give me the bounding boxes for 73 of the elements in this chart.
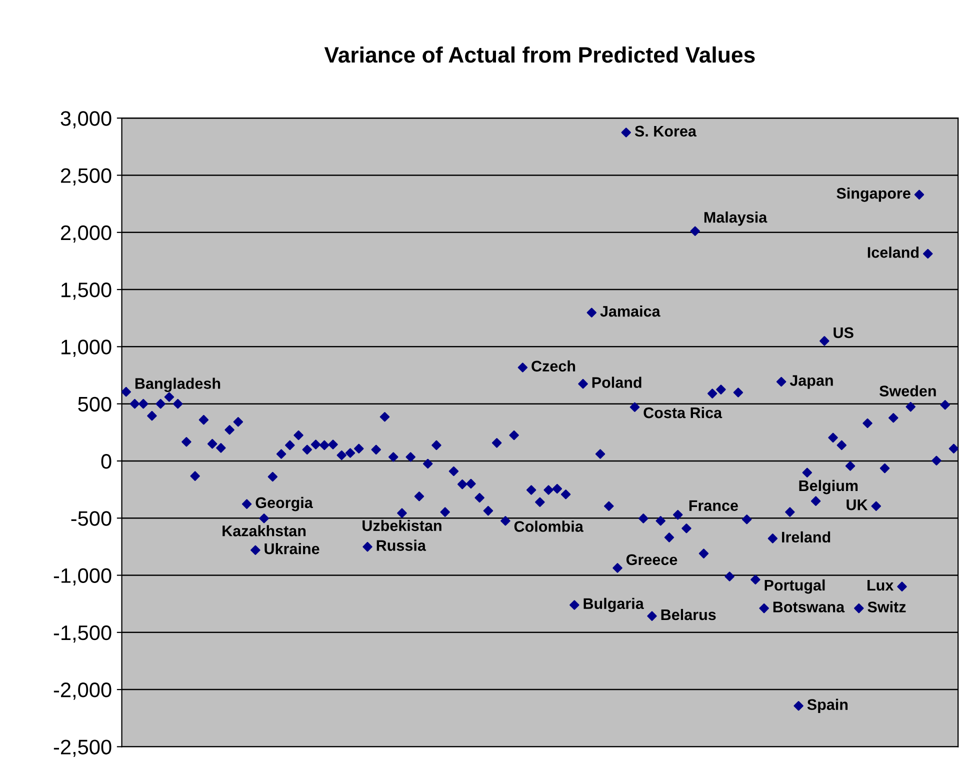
series-label: Kazakhstan [222,525,306,536]
y-tick-label: 1,000 [62,340,112,357]
series-label: Iceland [868,246,919,258]
series-label: Poland [592,376,642,388]
point [759,603,769,614]
series-label: Bulgaria [584,598,644,612]
series-label: Belarus [661,608,716,620]
point [923,248,933,259]
y-tick-label: -500 [71,511,112,526]
series-label: Botswana [773,602,845,612]
point [690,226,700,236]
series-label: Ukraine [264,543,320,554]
y-tick-label: 2,500 [60,168,112,186]
series-label: France [689,500,738,511]
series-label: Uzbekistan [362,520,442,532]
series-label: Belgium [799,480,858,494]
series-label: Costa Rica [644,406,722,418]
point [250,545,260,555]
series-label: Singapore [836,188,910,202]
series-label: Lux [868,580,894,591]
series-label: Bangladesh [135,378,220,392]
y-tick-label: -2,500 [54,740,112,757]
series-label: Spain [807,698,848,714]
y-tick-label: -1,500 [54,625,112,643]
point [742,514,752,524]
point [647,611,657,621]
y-tick-label: -1,000 [54,568,112,586]
point [500,516,510,526]
point [362,542,372,552]
series-label: Switz [868,601,906,612]
point [794,701,804,711]
point [518,362,528,372]
point [785,507,795,517]
series-label: UK [846,500,868,510]
series-label: US [834,327,854,338]
point [570,600,580,610]
point [871,501,881,511]
y-tick-label: 0 [101,454,112,469]
series-label: Georgia [256,496,313,512]
point [122,386,131,397]
chart-title: Variance of Actual from Predicted Values [324,46,755,63]
point [914,190,924,200]
point [897,582,907,592]
y-tick-label: -2,000 [54,682,112,700]
point [259,513,269,524]
point [612,563,622,573]
point [940,400,950,410]
point [776,376,786,387]
series-label: Malaysia [704,212,768,226]
point [397,508,407,518]
series-label: Japan [790,375,833,389]
series-label: Greece [626,554,678,566]
y-tick-label: 2,000 [60,225,112,243]
point [854,603,864,614]
point [768,534,778,544]
series-label: Colombia [514,520,584,532]
series-label: Czech [532,360,576,372]
series-label: Jamaica [600,306,660,317]
point [586,308,597,318]
series-label: Sweden [879,385,936,396]
point [750,574,760,584]
series-label: Russia [376,540,426,551]
point [578,378,588,389]
y-tick-label: 1,500 [62,282,112,300]
point [621,128,631,138]
y-tick-label: 3,000 [60,111,112,128]
series-label: S. Korea [634,126,697,137]
point [820,336,830,346]
point [630,402,640,412]
series-label: Ireland [782,531,830,543]
series-label: Portugal [764,579,825,594]
point [242,499,252,509]
y-tick-label: 500 [78,396,112,412]
